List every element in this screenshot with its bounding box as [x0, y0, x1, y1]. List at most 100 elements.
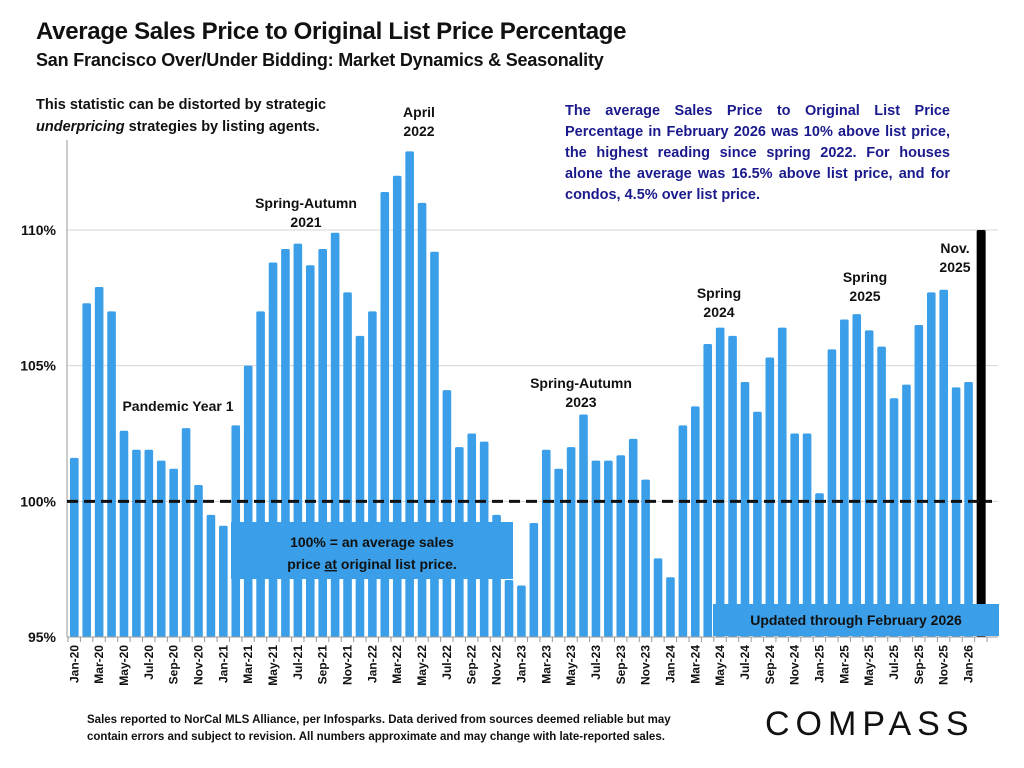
bar-apr-20	[107, 311, 116, 637]
annotation-jul-21: Spring-Autumn	[255, 195, 357, 211]
y-tick-label: 105%	[20, 358, 56, 374]
updated-through-box	[713, 604, 999, 636]
bar-jun-22	[430, 251, 439, 637]
chart-subtitle: San Francisco Over/Under Bidding: Market…	[36, 50, 604, 70]
bar-nov-23	[641, 479, 650, 637]
bar-jun-25	[877, 346, 886, 637]
summary-note: The average Sales Price to Original List…	[565, 103, 950, 203]
underpricing-emphasis: underpricing	[36, 119, 125, 135]
bar-aug-24	[753, 411, 762, 637]
x-tick-label: Jul-21	[291, 645, 305, 680]
bar-feb-26	[976, 230, 986, 637]
bar-jan-24	[666, 577, 675, 637]
x-tick-label: Nov-20	[192, 645, 206, 685]
x-tick-label: Sep-23	[614, 645, 628, 685]
bar-aug-20	[156, 460, 166, 637]
bar-apr-25	[852, 314, 862, 637]
x-tick-label: Mar-20	[92, 645, 106, 684]
x-tick-label: Jan-21	[216, 645, 230, 683]
annotation-apr-25: Spring	[843, 269, 887, 285]
distortion-note-line2: underpricing strategies by listing agent…	[36, 116, 326, 138]
bar-sep-20	[169, 468, 178, 637]
bar-oct-24	[777, 327, 787, 637]
bar-dec-20	[206, 514, 216, 637]
bar-apr-21	[256, 311, 265, 637]
callout-boxes: 100% = an average sales price at original…	[231, 522, 999, 636]
footer-line1: Sales reported to NorCal MLS Alliance, p…	[87, 714, 671, 726]
bar-sep-23	[616, 455, 626, 637]
bar-nov-25	[939, 289, 948, 637]
x-tick-label: May-21	[266, 645, 280, 686]
x-tick-label: May-22	[415, 645, 429, 686]
bar-apr-24	[703, 343, 713, 637]
x-tick-label: Mar-25	[837, 645, 851, 684]
bar-feb-24	[678, 425, 688, 637]
annotation-apr-22: April	[403, 104, 435, 120]
bar-jul-20	[144, 449, 154, 637]
bar-jun-23	[579, 414, 588, 637]
bar-jan-23	[517, 585, 526, 637]
x-tick-label: Nov-25	[937, 645, 951, 685]
x-tick-label: Sep-25	[912, 645, 926, 685]
annotation-nov-25: Nov.	[940, 240, 969, 256]
x-tick-label: Nov-24	[788, 645, 802, 685]
x-tick-label: Sep-24	[763, 645, 777, 685]
x-axis-ticks: Jan-20 Mar-20 May-20 Jul-20 Sep-20 Nov-20 Jan-…	[67, 637, 988, 686]
x-tick-label: May-23	[564, 645, 578, 686]
underlined-at: at	[325, 556, 338, 572]
x-tick-label: Jul-25	[887, 645, 901, 680]
x-tick-label: May-20	[117, 645, 131, 686]
bar-mar-23	[541, 449, 551, 637]
bar-oct-20	[181, 428, 191, 637]
bar-jul-22	[442, 390, 452, 637]
source-footer: Sales reported to NorCal MLS Alliance, p…	[87, 712, 671, 746]
y-axis-ticks: 95% 100% 105% 110%	[20, 222, 56, 645]
x-tick-label: Jul-22	[440, 645, 454, 680]
x-tick-label: Jan-24	[663, 645, 677, 683]
bar-feb-23	[529, 523, 539, 637]
bar-sep-25	[914, 324, 924, 637]
bar-mar-20	[94, 286, 104, 637]
annotation-aug-20: Pandemic Year 1	[122, 398, 233, 414]
annotation-jul-21: 2021	[290, 214, 321, 230]
bar-oct-25	[926, 292, 936, 637]
compass-logo: COMPASS	[765, 705, 975, 743]
x-tick-label: Mar-24	[688, 645, 702, 684]
bars	[70, 151, 986, 638]
callout-line-2: price at original list price.	[287, 556, 457, 572]
x-tick-label: Sep-21	[316, 645, 330, 685]
y-tick-label: 110%	[21, 222, 57, 238]
bar-jul-24	[740, 381, 750, 637]
x-tick-label: Jan-22	[365, 645, 379, 683]
bar-aug-23	[604, 460, 613, 637]
bar-jan-26	[964, 381, 973, 637]
x-tick-label: Nov-23	[639, 645, 653, 685]
callout-line-1: 100% = an average sales	[290, 534, 454, 550]
bar-dec-22	[504, 580, 514, 637]
annotations: April 2022 Spring-Autumn 2021 Pandemic Year …	[122, 104, 970, 414]
distortion-note-rest: strategies by listing agents.	[124, 119, 320, 135]
distortion-note-line1: This statistic can be distorted by strat…	[36, 97, 327, 113]
bar-may-25	[864, 330, 874, 637]
y-tick-label: 95%	[28, 629, 57, 645]
list-price-callout-box	[231, 522, 513, 579]
footer-line2: contain errors and subject to revision. …	[87, 731, 665, 743]
bar-aug-25	[902, 384, 911, 637]
updated-through-label: Updated through February 2026	[750, 612, 962, 628]
bar-sep-24	[765, 357, 775, 637]
bar-dec-23	[653, 558, 663, 637]
annotation-may-24: Spring	[697, 285, 741, 301]
annotation-apr-22: 2022	[403, 123, 434, 139]
x-tick-label: May-24	[713, 645, 727, 686]
bar-jul-25	[889, 398, 899, 637]
bar-feb-25	[827, 349, 837, 637]
bar-apr-23	[554, 468, 563, 637]
x-tick-label: Jan-20	[67, 645, 81, 683]
bar-may-21	[268, 262, 278, 637]
bar-mar-25	[840, 319, 849, 637]
annotation-nov-25: 2025	[939, 259, 970, 275]
bar-dec-21	[355, 335, 365, 637]
annotation-jun-23: Spring-Autumn	[530, 375, 632, 391]
bar-mar-22	[392, 175, 402, 637]
